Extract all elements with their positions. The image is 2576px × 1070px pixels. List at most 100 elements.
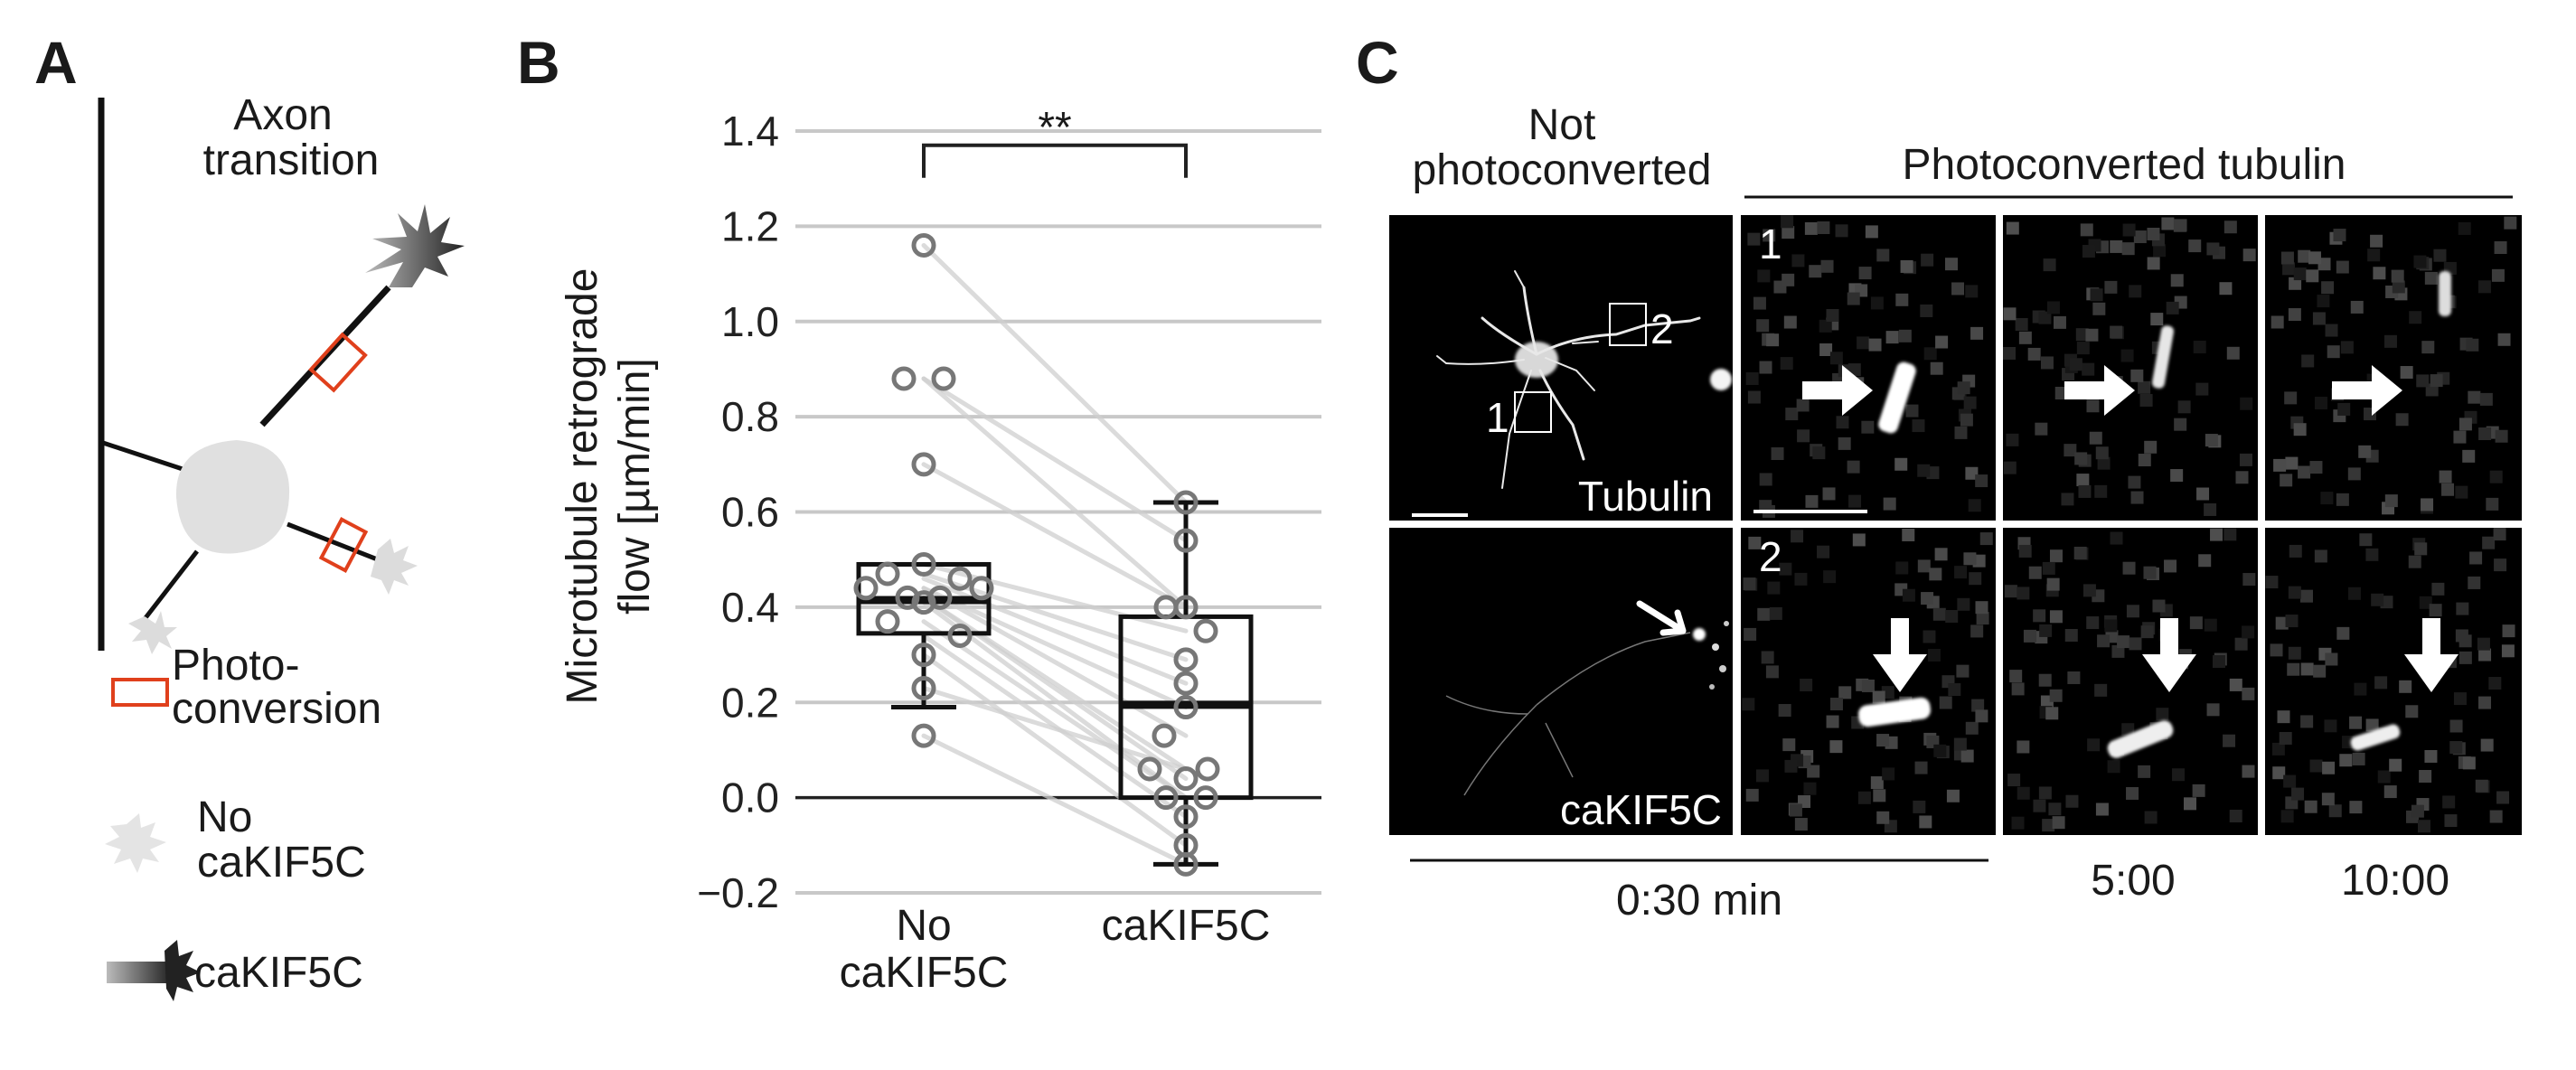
y-tick-label: 0.4 xyxy=(721,584,779,631)
noise-pixel xyxy=(2441,483,2455,496)
noise-pixel xyxy=(1783,315,1797,329)
noise-pixel xyxy=(2288,586,2301,599)
noise-pixel xyxy=(2489,810,2503,823)
noise-pixel xyxy=(1965,721,1979,735)
paired-line xyxy=(921,619,1189,801)
data-point-kif xyxy=(1173,490,1199,515)
noise-pixel xyxy=(1847,292,1860,305)
noise-pixel xyxy=(2491,268,2505,282)
noise-pixel xyxy=(2395,413,2409,427)
paired-line xyxy=(921,242,1189,505)
noise-pixel xyxy=(2235,471,2249,484)
noise-pixel xyxy=(1800,678,1813,691)
noise-pixel xyxy=(2466,338,2479,352)
noise-pixel xyxy=(1900,259,1913,273)
noise-pixel xyxy=(1817,545,1830,558)
legend-no-kif-label: No xyxy=(197,793,252,841)
noise-pixel xyxy=(1836,416,1849,429)
noise-pixel xyxy=(1885,331,1899,344)
noise-pixel xyxy=(2280,474,2293,487)
noise-pixel xyxy=(2242,625,2255,639)
noise-pixel xyxy=(2130,369,2144,382)
noise-pixel xyxy=(2411,804,2424,818)
noise-pixel xyxy=(1797,429,1810,443)
noise-pixel xyxy=(2006,221,2019,235)
noise-pixel xyxy=(1778,704,1791,718)
noise-pixel xyxy=(1761,651,1774,664)
noise-pixel xyxy=(2336,260,2349,274)
noise-pixel xyxy=(2282,262,2296,276)
noise-pixel xyxy=(2095,446,2109,460)
noise-pixel xyxy=(2129,637,2142,651)
noise-pixel xyxy=(2170,469,2184,483)
noise-pixel xyxy=(1895,293,1909,306)
noise-pixel xyxy=(2120,349,2134,362)
noise-pixel xyxy=(2242,573,2256,587)
noise-pixel xyxy=(2272,766,2286,780)
noise-pixel xyxy=(2486,497,2499,511)
noise-pixel xyxy=(2139,393,2153,407)
noise-pixel xyxy=(1861,679,1875,692)
noise-pixel xyxy=(2275,616,2289,630)
noise-pixel xyxy=(2188,239,2202,253)
noise-pixel xyxy=(2048,802,2062,816)
noise-pixel xyxy=(2273,458,2287,472)
noise-pixel xyxy=(2301,354,2315,368)
noise-pixel xyxy=(1960,413,1973,427)
noise-pixel xyxy=(2293,423,2307,436)
noise-pixel xyxy=(1963,396,1977,409)
noise-pixel xyxy=(2193,340,2206,353)
noise-pixel xyxy=(2392,280,2405,294)
kif-accumulation xyxy=(1693,621,1729,690)
noise-pixel xyxy=(2313,664,2327,678)
noise-pixel xyxy=(1809,265,1822,278)
noise-pixel xyxy=(1965,285,1979,298)
noise-pixel xyxy=(2038,786,2052,800)
noise-pixel xyxy=(1954,566,1968,579)
noise-pixel xyxy=(1920,304,1933,317)
noise-pixel xyxy=(2195,382,2209,396)
paired-line xyxy=(921,376,1189,543)
noise-pixel xyxy=(1829,698,1843,711)
noise-pixel xyxy=(2144,811,2158,824)
noise-pixel xyxy=(1822,487,1836,501)
noise-pixel xyxy=(1858,267,1872,280)
header-not-photoconverted-2: photoconverted xyxy=(1413,146,1712,194)
noise-pixel xyxy=(1771,447,1784,461)
noise-pixel xyxy=(2352,752,2365,765)
noise-pixel xyxy=(2468,576,2481,589)
noise-pixel xyxy=(2300,662,2314,676)
noise-pixel xyxy=(2076,474,2090,487)
roi-label-2: 2 xyxy=(1650,305,1674,352)
noise-pixel xyxy=(2327,345,2340,359)
noise-pixel xyxy=(1976,612,1989,625)
x-category-label: caKIF5C xyxy=(1102,902,1271,950)
noise-pixel xyxy=(2138,380,2151,394)
noise-pixel xyxy=(2314,396,2327,409)
arrow-down-1 xyxy=(1873,618,1927,692)
noise-pixel xyxy=(2442,795,2456,809)
data-point-no-kif xyxy=(891,366,917,391)
noise-pixel xyxy=(2284,391,2298,405)
noise-pixel xyxy=(1895,561,1909,575)
noise-pixel xyxy=(2373,267,2386,280)
data-point-no-kif xyxy=(911,643,936,668)
noise-pixel xyxy=(1870,776,1884,790)
noise-pixel xyxy=(1954,426,1968,439)
noise-pixel xyxy=(1826,308,1839,322)
noise-pixel xyxy=(1789,803,1802,817)
legend-no-kif-label-2: caKIF5C xyxy=(197,839,366,887)
noise-pixel xyxy=(1917,559,1931,573)
noise-pixel xyxy=(2280,251,2294,265)
legend-kif-swatch xyxy=(107,940,201,1001)
noise-pixel xyxy=(2400,366,2413,380)
growth-cone-no-kif-right xyxy=(371,539,418,595)
data-point-no-kif xyxy=(911,723,936,748)
noise-pixel xyxy=(2028,566,2042,579)
noise-pixel xyxy=(1782,226,1795,239)
noise-pixel xyxy=(2431,582,2445,596)
noise-pixel xyxy=(1933,744,1947,757)
noise-pixel xyxy=(1857,336,1870,350)
